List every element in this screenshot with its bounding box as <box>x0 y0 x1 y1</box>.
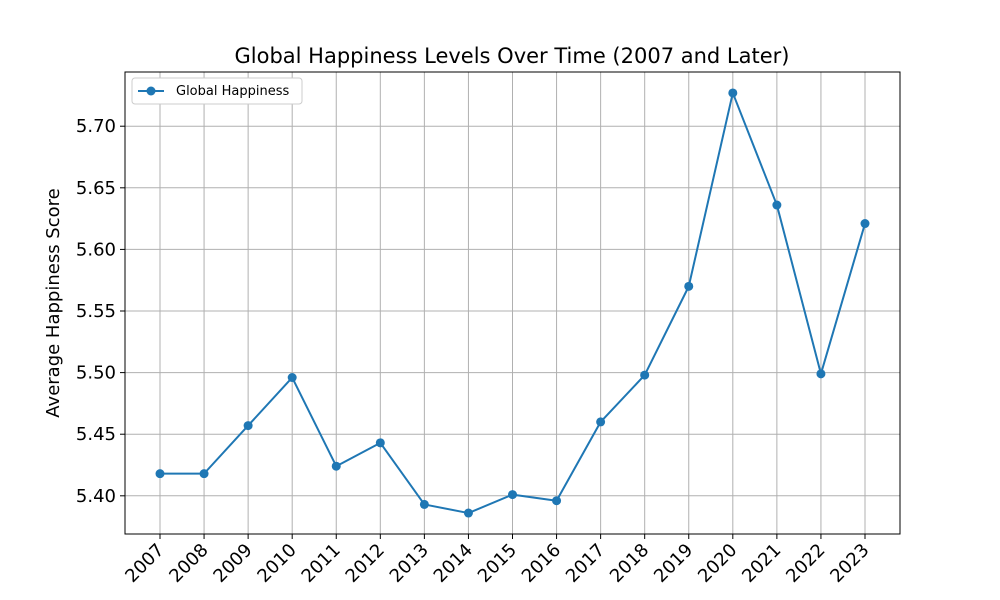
legend: Global Happiness <box>131 77 303 105</box>
x-tick-label: 2008 <box>165 540 212 587</box>
data-point <box>860 219 870 229</box>
x-tick-label: 2010 <box>253 540 300 587</box>
data-point <box>772 200 782 210</box>
y-tick-label: 5.70 <box>76 116 116 137</box>
data-point <box>728 88 738 98</box>
data-point <box>331 461 341 471</box>
data-point <box>508 490 517 500</box>
x-tick-label: 2013 <box>386 540 433 587</box>
y-axis-label: Average Happiness Score <box>43 188 64 417</box>
y-tick-label: 5.60 <box>76 239 116 260</box>
x-tick-label: 2007 <box>121 540 168 587</box>
data-point <box>199 469 209 479</box>
data-point <box>816 369 826 379</box>
x-tick-label: 2021 <box>738 540 785 587</box>
data-point <box>552 496 562 506</box>
x-tick-label: 2016 <box>518 540 565 587</box>
data-point <box>684 281 694 291</box>
x-tick-label: 2022 <box>782 540 829 587</box>
x-tick-label: 2014 <box>430 540 477 587</box>
data-point <box>463 508 473 518</box>
axis-ticks: 2007200820092010201120122013201420152016… <box>76 116 874 587</box>
legend-marker <box>146 86 156 96</box>
y-tick-label: 5.45 <box>76 424 116 445</box>
x-tick-label: 2019 <box>650 540 697 587</box>
data-point <box>596 417 606 427</box>
x-tick-label: 2017 <box>562 540 609 587</box>
y-tick-label: 5.65 <box>76 178 116 199</box>
grid <box>125 72 900 534</box>
data-point <box>640 370 650 380</box>
x-tick-label: 2018 <box>606 540 653 587</box>
legend-label: Global Happiness <box>176 84 289 99</box>
series <box>155 88 870 518</box>
chart-title: Global Happiness Levels Over Time (2007 … <box>235 44 790 68</box>
x-tick-label: 2009 <box>209 540 256 587</box>
y-tick-label: 5.50 <box>76 363 116 384</box>
data-point <box>419 499 429 509</box>
legend-box <box>131 77 303 105</box>
x-tick-label: 2011 <box>298 540 345 587</box>
y-tick-label: 5.55 <box>76 301 116 322</box>
data-point <box>375 438 385 448</box>
x-tick-label: 2015 <box>474 540 521 587</box>
data-point <box>287 373 297 383</box>
x-tick-label: 2020 <box>694 540 741 587</box>
plot-frame <box>124 71 901 535</box>
data-point <box>243 421 253 431</box>
x-tick-label: 2023 <box>826 540 873 587</box>
y-tick-label: 5.40 <box>76 486 116 507</box>
data-point <box>155 469 165 479</box>
x-tick-label: 2012 <box>342 540 389 587</box>
